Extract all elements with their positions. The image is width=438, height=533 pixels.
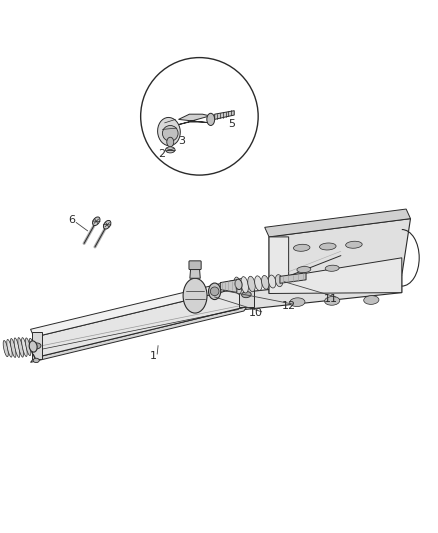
Ellipse shape: [33, 358, 39, 362]
Ellipse shape: [254, 276, 262, 290]
Ellipse shape: [92, 217, 100, 225]
Ellipse shape: [3, 341, 8, 357]
Ellipse shape: [320, 243, 336, 250]
Polygon shape: [179, 114, 210, 125]
Ellipse shape: [183, 278, 207, 313]
Ellipse shape: [293, 244, 310, 251]
Text: 10: 10: [249, 308, 263, 318]
Text: 6: 6: [68, 215, 75, 225]
Circle shape: [162, 125, 178, 141]
Ellipse shape: [235, 279, 242, 289]
Polygon shape: [32, 332, 42, 359]
Ellipse shape: [29, 341, 37, 352]
Polygon shape: [31, 278, 247, 337]
Ellipse shape: [261, 276, 269, 289]
Ellipse shape: [25, 338, 31, 356]
Polygon shape: [190, 268, 200, 278]
Text: 5: 5: [229, 119, 236, 129]
Ellipse shape: [248, 276, 255, 292]
Ellipse shape: [7, 340, 12, 357]
Text: 1: 1: [150, 351, 157, 361]
Text: 2: 2: [158, 149, 165, 159]
Polygon shape: [34, 286, 247, 358]
Ellipse shape: [276, 274, 283, 287]
Ellipse shape: [297, 266, 311, 272]
Polygon shape: [31, 306, 247, 362]
Circle shape: [210, 287, 219, 296]
Circle shape: [141, 58, 258, 175]
Ellipse shape: [325, 296, 340, 305]
Text: 3: 3: [179, 136, 186, 146]
Ellipse shape: [325, 265, 339, 271]
Ellipse shape: [29, 338, 35, 354]
Ellipse shape: [290, 298, 305, 306]
Ellipse shape: [158, 117, 180, 146]
FancyBboxPatch shape: [189, 261, 201, 270]
Polygon shape: [220, 280, 237, 292]
Polygon shape: [240, 280, 254, 308]
Ellipse shape: [208, 283, 221, 300]
Ellipse shape: [234, 277, 241, 294]
Text: 11: 11: [324, 294, 338, 304]
Ellipse shape: [18, 337, 24, 357]
Ellipse shape: [268, 275, 276, 288]
Ellipse shape: [14, 338, 20, 358]
Ellipse shape: [103, 221, 111, 229]
Ellipse shape: [166, 147, 175, 153]
Ellipse shape: [364, 296, 379, 304]
Ellipse shape: [207, 114, 215, 125]
Ellipse shape: [11, 338, 16, 358]
Polygon shape: [269, 219, 410, 294]
Polygon shape: [215, 111, 234, 119]
Polygon shape: [265, 209, 410, 237]
Polygon shape: [232, 275, 402, 311]
Ellipse shape: [242, 292, 251, 297]
Ellipse shape: [21, 337, 27, 357]
Ellipse shape: [346, 241, 362, 248]
Ellipse shape: [32, 343, 41, 349]
Ellipse shape: [241, 277, 248, 293]
Polygon shape: [280, 273, 306, 284]
Polygon shape: [269, 237, 402, 294]
Text: 12: 12: [282, 301, 296, 311]
Ellipse shape: [167, 137, 174, 147]
